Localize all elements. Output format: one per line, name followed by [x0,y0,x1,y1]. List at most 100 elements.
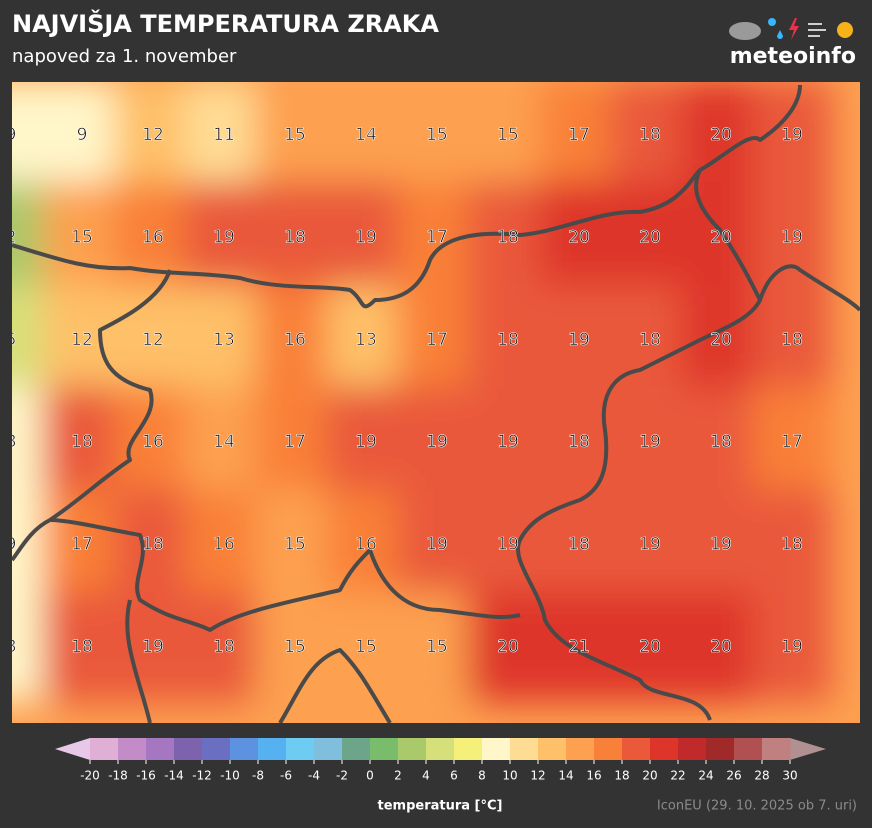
temperature-label: 21 [568,637,590,657]
temperature-label: 17 [284,432,306,452]
temperature-label: 19 [213,227,235,247]
temperature-cell [681,591,761,703]
temperature-label: 19 [781,227,803,247]
temperature-cell [539,82,619,191]
temperature-label: 17 [568,125,590,145]
temperature-label: 20 [568,227,590,247]
temperature-label: 15 [355,637,377,657]
temperature-label: 18 [710,432,732,452]
temperature-label: 15 [284,535,306,555]
colorbar-segment [706,738,735,760]
colorbar-segment [146,738,175,760]
temperature-cell [539,182,619,293]
temperature-cell [255,387,335,498]
temperature-label: 15 [497,125,519,145]
logo: meteoinfo [730,44,856,69]
colorbar-tick-label: 16 [586,769,601,783]
temperature-cell [397,82,477,191]
temperature-cell [326,387,406,498]
temperature-label: 19 [639,432,661,452]
colorbar-segment [510,738,539,760]
temperature-label: 18 [213,637,235,657]
temperature-cell [468,591,548,703]
temperature-label: 15 [426,637,448,657]
temperature-label: 19 [355,227,377,247]
colorbar-segment [538,738,567,760]
temperature-cell [681,489,761,600]
temperature-cell [468,284,548,395]
temperature-cell [255,182,335,293]
logo-icons [729,18,853,40]
temperature-label: 16 [213,535,235,555]
colorbar-segment [174,738,203,760]
temperature-label: 18 [781,535,803,555]
temperature-cell [610,489,690,600]
temperature-cell [468,489,548,600]
subtitle: napoved za 1. november [12,46,237,67]
temperature-cell [610,387,690,498]
temperature-label: 18 [568,535,590,555]
temperature-label: 17 [426,227,448,247]
source: IconEU (29. 10. 2025 ob 7. uri) [657,799,857,814]
temperature-cell [681,82,761,191]
colorbar-tick-label: 30 [782,769,797,783]
colorbar-segment [678,738,707,760]
temperature-label: 17 [71,535,93,555]
temperature-label: 8 [6,637,17,657]
temperature-label: 12 [71,330,93,350]
temperature-cell [752,591,832,703]
temperature-cell [681,284,761,395]
colorbar-segment [342,738,371,760]
colorbar-segment [90,738,119,760]
temperature-cell [255,82,335,191]
colorbar-tick-label: 0 [366,769,374,783]
temperature-label: 17 [781,432,803,452]
temperature-cell [681,387,761,498]
colorbar-tick-label: -12 [192,769,212,783]
temperature-cell [184,284,264,395]
temperature-label: 18 [142,535,164,555]
temperature-label: 5 [6,330,17,350]
temperature-label: 20 [710,637,732,657]
temperature-label: 20 [497,637,519,657]
colorbar-tick-label: -8 [252,769,264,783]
colorbar: -20 -18 -16 -14 -12 -10 -8 -6 -4 -2 0 2 4 6 8 10 12 14 16 1… [55,738,826,783]
colorbar-tick-label: 10 [502,769,517,783]
temperature-cell [42,182,122,293]
temperature-label: 15 [284,125,306,145]
temperature-cell [610,182,690,293]
temperature-field [12,82,832,703]
temperature-cell [42,387,122,498]
colorbar-tick-label: 26 [726,769,741,783]
temperature-cell [326,82,406,191]
temperature-label: 18 [639,330,661,350]
temperature-label: 20 [710,227,732,247]
temperature-label: 9 [6,535,17,555]
colorbar-tick-label: -4 [308,769,320,783]
temperature-label: 19 [497,535,519,555]
temperature-cell [397,489,477,600]
temperature-label: 2 [6,227,17,247]
colorbar-label: temperatura [°C] [378,799,503,814]
colorbar-tick-label: 2 [394,769,402,783]
temperature-cell [326,182,406,293]
temperature-label: 15 [71,227,93,247]
colorbar-segment [594,738,623,760]
temperature-cell [326,489,406,600]
temperature-cell [42,489,122,600]
borders [12,84,860,723]
temperature-label: 19 [568,330,590,350]
temperature-label: 16 [355,535,377,555]
temperature-label: 16 [284,330,306,350]
temperature-label: 16 [142,432,164,452]
temperature-cell [184,489,264,600]
temperature-label: 15 [426,125,448,145]
colorbar-tick-label: -10 [220,769,240,783]
temperature-labels: 9 9 12 11 15 14 15 15 17 18 20 192 15 16 19 18 19 17 18 20 2… [6,125,803,658]
colorbar-segment [762,738,791,760]
colorbar-tick-label: 28 [754,769,769,783]
temperature-cell [113,82,193,191]
colorbar-segment [734,738,763,760]
temperature-cell [42,591,122,703]
